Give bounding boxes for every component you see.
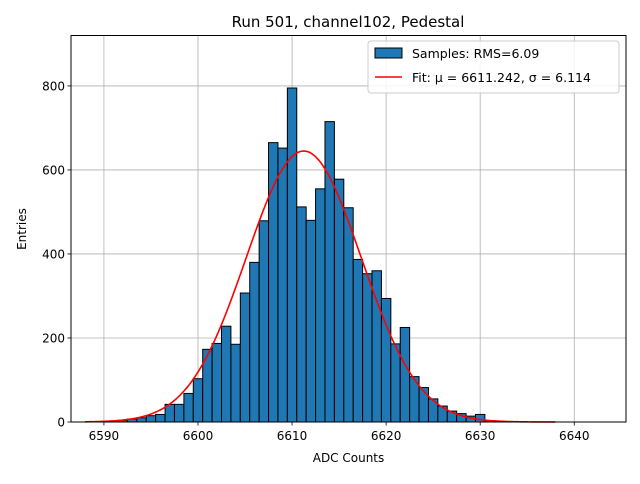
axis-ticks: 6590 6600 6610 6620 6630 6640 0 200 400 600 800 <box>42 79 589 443</box>
histogram-bar <box>230 343 241 423</box>
histogram-bars <box>108 87 495 423</box>
y-tick-label: 0 <box>57 416 65 430</box>
y-axis-label: Entries <box>15 208 29 250</box>
fit-curve-layer <box>85 150 556 423</box>
histogram-bar <box>173 403 185 423</box>
histogram-bar <box>296 206 307 423</box>
y-tick-label: 800 <box>42 79 65 93</box>
y-tick-label: 200 <box>42 331 65 345</box>
fit-curve <box>85 150 556 423</box>
legend-histogram-swatch <box>374 47 403 59</box>
x-tick-label: 6600 <box>183 429 214 443</box>
histogram-bar <box>286 87 298 423</box>
histogram-bar <box>239 292 251 423</box>
histogram-bar <box>343 207 354 423</box>
x-tick-label: 6620 <box>371 429 402 443</box>
x-tick-label: 6630 <box>465 429 496 443</box>
legend-box <box>367 40 620 94</box>
x-tick-label: 6640 <box>559 429 590 443</box>
histogram-bar <box>474 413 486 423</box>
histogram-bar <box>211 342 223 423</box>
histogram-bar <box>277 147 288 423</box>
histogram-bar <box>315 188 326 423</box>
histogram-bar <box>352 258 364 423</box>
x-tick-label: 6590 <box>89 429 120 443</box>
histogram-bar <box>258 220 270 423</box>
histogram-bar <box>399 326 411 423</box>
histogram-bar <box>155 413 166 423</box>
x-tick-label: 6610 <box>277 429 308 443</box>
histogram-bar <box>268 142 279 423</box>
histogram-bar <box>362 273 373 423</box>
plot-frame <box>70 35 627 423</box>
legend-fit-label: Fit: μ = 6611.242, σ = 6.114 <box>412 70 591 85</box>
histogram-bar <box>221 325 232 423</box>
histogram-bar <box>390 343 401 423</box>
y-tick-label: 600 <box>42 163 65 177</box>
chart-title: Run 501, channel102, Pedestal <box>232 13 465 31</box>
x-axis-label: ADC Counts <box>313 451 385 465</box>
histogram-bar <box>192 378 204 423</box>
histogram-bar <box>145 415 157 423</box>
histogram-bar <box>333 178 345 423</box>
legend: Samples: RMS=6.09 Fit: μ = 6611.242, σ =… <box>367 40 620 94</box>
histogram-bar <box>324 121 335 423</box>
histogram-bar <box>249 261 260 423</box>
y-tick-label: 400 <box>42 247 65 261</box>
histogram-bar <box>418 387 429 423</box>
histogram-bar <box>183 392 194 423</box>
legend-histogram-label: Samples: RMS=6.09 <box>412 46 539 61</box>
histogram-bar <box>305 219 317 423</box>
